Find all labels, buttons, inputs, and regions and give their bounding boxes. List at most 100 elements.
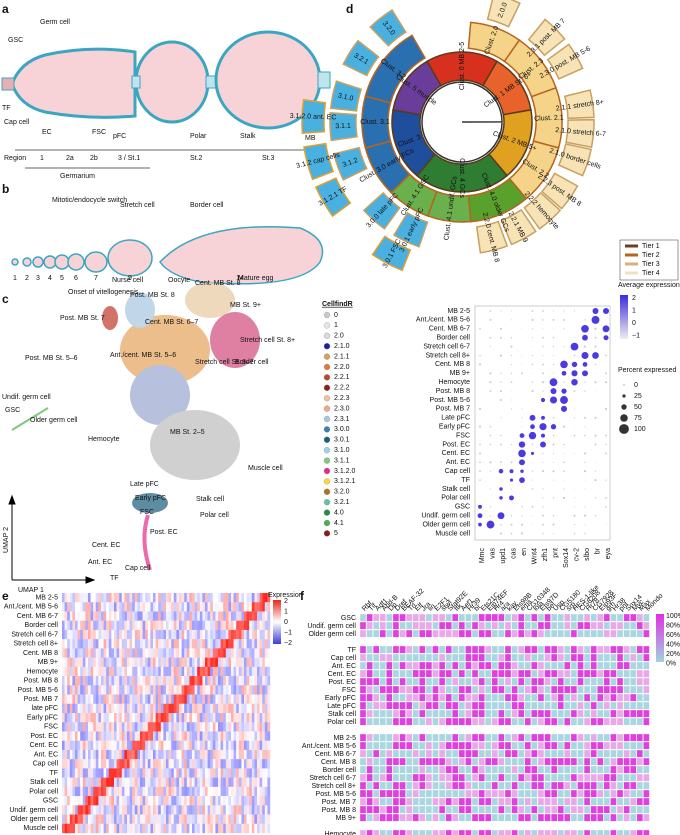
heat-cell [137, 740, 141, 751]
heat-cell [544, 733, 551, 742]
heat-cell [438, 829, 446, 835]
heat-cell [189, 694, 193, 704]
heat-cell [77, 786, 81, 797]
heat-cell [241, 749, 245, 760]
heat-cell [77, 713, 81, 723]
heat-cell [72, 805, 76, 815]
heat-cell [163, 703, 167, 714]
row-label: FSC [342, 687, 356, 694]
heat-cell [636, 693, 643, 702]
heat-cell [267, 602, 271, 612]
heat-cell [603, 733, 611, 742]
heat-cell [373, 813, 380, 822]
heat-cell [64, 694, 68, 704]
heat-cell [244, 740, 247, 751]
heat-cell [69, 823, 73, 834]
heat-cell [103, 602, 107, 612]
heat-cell [259, 777, 263, 788]
heat-cell [577, 653, 584, 662]
heat-cell [228, 722, 232, 732]
heat-cell [550, 613, 558, 622]
heat-cell [498, 701, 505, 710]
heat-cell [537, 669, 545, 678]
tree-sector [523, 191, 562, 230]
heat-cell [405, 773, 413, 782]
cluster-label: Stretch cell St. 8+ [240, 337, 295, 344]
heat-cell [106, 796, 109, 806]
heat-cell [166, 768, 169, 778]
heat-cell [212, 814, 216, 824]
heat-cell [257, 759, 260, 769]
dot [552, 372, 555, 374]
heat-cell [147, 666, 151, 677]
heat-cell [249, 713, 252, 723]
heat-cell [531, 733, 538, 742]
heat-cell [90, 703, 94, 714]
heat-cell [121, 593, 125, 603]
heat-cell [465, 629, 472, 638]
heat-cell [359, 789, 367, 798]
heat-cell [75, 629, 78, 640]
heat-cell [179, 749, 182, 760]
heat-cell [623, 829, 630, 835]
heat-cell [610, 789, 617, 798]
heat-cell [111, 602, 115, 612]
heat-cell [197, 666, 200, 677]
heat-cell [262, 796, 265, 806]
heat-cell [142, 713, 146, 723]
heat-cell [95, 814, 99, 824]
gene-label: upd1 [500, 548, 507, 564]
heat-cell [264, 796, 268, 806]
heat-cell [577, 677, 584, 686]
heat-cell [85, 713, 89, 723]
heat-cell [438, 781, 446, 790]
heat-cell [147, 676, 151, 686]
heat-cell [114, 666, 117, 677]
heat-cell [392, 717, 400, 726]
heat-cell [93, 639, 96, 649]
heat-cell [392, 733, 400, 742]
heat-cell [153, 740, 156, 751]
heat-cell [458, 805, 466, 814]
heat-cell [366, 621, 373, 630]
heat-cell [485, 693, 492, 702]
heat-cell [445, 709, 452, 718]
heat-cell [373, 773, 380, 782]
heat-cell [254, 602, 258, 612]
heat-cell [478, 701, 485, 710]
heat-cell [231, 805, 234, 815]
heat-cell [210, 602, 213, 612]
heat-cell [69, 713, 73, 723]
heat-cell [537, 653, 545, 662]
heat-cell [262, 740, 265, 751]
heat-cell [145, 749, 148, 760]
heat-cell [231, 749, 234, 760]
heat-cell [173, 814, 177, 824]
heat-cell [392, 693, 400, 702]
heat-cell [192, 694, 195, 704]
heat-cell [155, 611, 159, 621]
heat-cell [69, 602, 73, 612]
heat-cell [452, 653, 459, 662]
heat-cell [160, 814, 164, 824]
heat-cell [119, 648, 122, 658]
heat-cell [155, 657, 159, 668]
heat-cell [544, 701, 551, 710]
heat-cell [67, 639, 70, 649]
heat-cell [202, 740, 206, 751]
heat-cell [485, 797, 492, 806]
dot [511, 399, 512, 401]
heat-cell [160, 759, 164, 769]
heat-cell [438, 621, 446, 630]
heat-cell [220, 814, 224, 824]
heat-cell [485, 653, 492, 662]
heat-cell [471, 733, 479, 742]
heat-cell [550, 805, 558, 814]
heat-cell [419, 685, 426, 694]
heat-cell [257, 648, 260, 658]
heat-cell [643, 797, 650, 806]
heat-cell [184, 694, 187, 704]
gene-label: Trl [407, 602, 418, 613]
heat-cell [124, 796, 128, 806]
heat-cell [72, 676, 76, 686]
